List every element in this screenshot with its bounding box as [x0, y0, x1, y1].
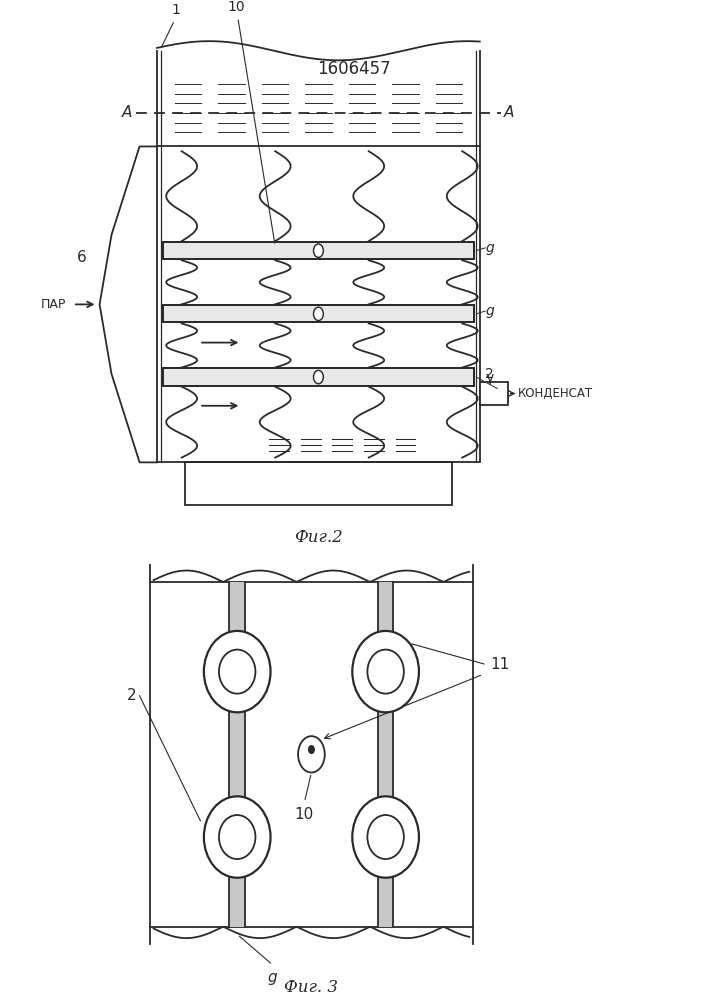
Text: 2: 2: [127, 688, 136, 703]
Bar: [378, 582, 393, 927]
Bar: [480, 382, 508, 405]
Text: Фиг.2: Фиг.2: [294, 529, 343, 546]
Text: Фиг. 3: Фиг. 3: [284, 979, 339, 996]
Text: γ: γ: [486, 371, 493, 385]
Bar: [185, 462, 452, 505]
Text: КОНДЕНСАТ: КОНДЕНСАТ: [518, 387, 593, 400]
Text: 1606457: 1606457: [317, 60, 390, 78]
Text: g: g: [268, 970, 278, 985]
Ellipse shape: [219, 650, 255, 694]
Bar: [163, 368, 474, 386]
Bar: [163, 242, 474, 259]
Text: 1: 1: [171, 3, 180, 17]
Text: g: g: [486, 304, 494, 318]
Circle shape: [313, 370, 323, 384]
Ellipse shape: [368, 815, 404, 859]
Ellipse shape: [219, 815, 255, 859]
Circle shape: [313, 244, 323, 257]
Ellipse shape: [204, 796, 271, 878]
Bar: [163, 242, 474, 259]
Text: 11: 11: [490, 657, 510, 672]
Bar: [163, 368, 474, 386]
Ellipse shape: [298, 736, 325, 773]
Text: А: А: [504, 105, 515, 120]
Text: 10: 10: [227, 0, 245, 14]
Text: 6: 6: [76, 250, 86, 265]
Text: 2: 2: [486, 367, 494, 381]
Text: ПАР: ПАР: [40, 298, 66, 311]
Bar: [230, 582, 245, 927]
Bar: [150, 582, 473, 927]
Circle shape: [313, 307, 323, 321]
Bar: [157, 146, 480, 462]
Ellipse shape: [352, 631, 419, 712]
Ellipse shape: [368, 650, 404, 694]
Bar: [163, 305, 474, 322]
Text: 10: 10: [295, 807, 314, 822]
Ellipse shape: [352, 796, 419, 878]
Ellipse shape: [204, 631, 271, 712]
Text: А: А: [122, 105, 132, 120]
Text: g: g: [486, 241, 494, 255]
Bar: [163, 305, 474, 322]
Circle shape: [309, 746, 314, 753]
